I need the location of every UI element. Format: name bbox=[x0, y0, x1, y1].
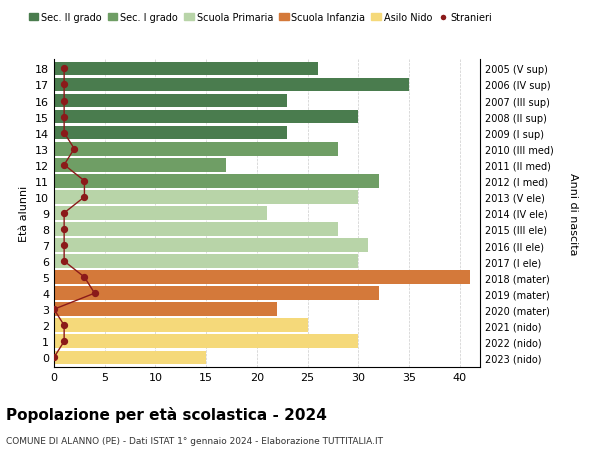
Bar bbox=[54, 78, 409, 92]
Point bbox=[59, 114, 69, 121]
Point bbox=[80, 274, 89, 281]
Point bbox=[49, 306, 59, 313]
Bar bbox=[54, 143, 338, 156]
Y-axis label: Anni di nascita: Anni di nascita bbox=[568, 172, 577, 255]
Bar bbox=[54, 62, 318, 76]
Text: Popolazione per età scolastica - 2024: Popolazione per età scolastica - 2024 bbox=[6, 406, 327, 422]
Bar bbox=[54, 255, 358, 269]
Point bbox=[59, 82, 69, 89]
Bar bbox=[54, 190, 358, 204]
Bar bbox=[54, 111, 358, 124]
Bar bbox=[54, 335, 358, 348]
Point bbox=[80, 194, 89, 201]
Point bbox=[80, 178, 89, 185]
Point bbox=[59, 98, 69, 105]
Point bbox=[59, 338, 69, 345]
Bar bbox=[54, 271, 470, 284]
Bar bbox=[54, 303, 277, 316]
Bar bbox=[54, 223, 338, 236]
Text: COMUNE DI ALANNO (PE) - Dati ISTAT 1° gennaio 2024 - Elaborazione TUTTITALIA.IT: COMUNE DI ALANNO (PE) - Dati ISTAT 1° ge… bbox=[6, 436, 383, 445]
Bar bbox=[54, 287, 379, 300]
Point bbox=[59, 162, 69, 169]
Bar bbox=[54, 351, 206, 364]
Point bbox=[90, 290, 100, 297]
Bar bbox=[54, 127, 287, 140]
Bar bbox=[54, 158, 226, 172]
Bar bbox=[54, 319, 308, 332]
Point bbox=[59, 322, 69, 329]
Point bbox=[59, 226, 69, 233]
Bar bbox=[54, 174, 379, 188]
Bar bbox=[54, 95, 287, 108]
Bar bbox=[54, 207, 267, 220]
Point bbox=[49, 354, 59, 361]
Point bbox=[59, 242, 69, 249]
Point bbox=[59, 130, 69, 137]
Point bbox=[70, 146, 79, 153]
Point bbox=[59, 66, 69, 73]
Point bbox=[59, 210, 69, 217]
Y-axis label: Età alunni: Età alunni bbox=[19, 185, 29, 241]
Point bbox=[59, 258, 69, 265]
Bar bbox=[54, 239, 368, 252]
Legend: Sec. II grado, Sec. I grado, Scuola Primaria, Scuola Infanzia, Asilo Nido, Stran: Sec. II grado, Sec. I grado, Scuola Prim… bbox=[25, 9, 496, 27]
